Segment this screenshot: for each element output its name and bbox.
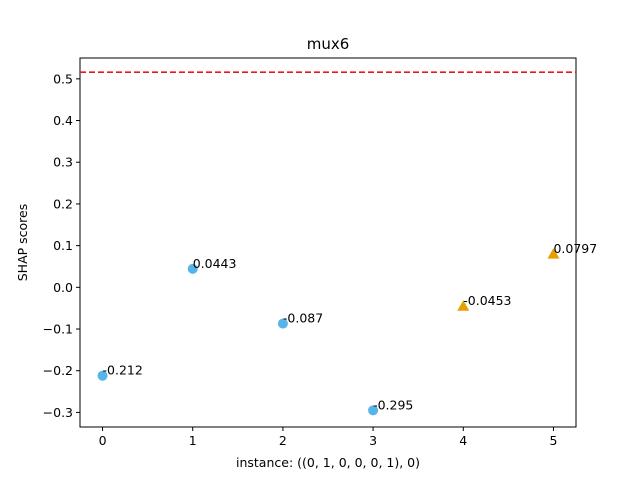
y-tick-label: 0.1 [53,238,73,253]
data-point-label: -0.087 [283,311,323,326]
y-tick-label: −0.2 [43,363,73,378]
plot-area-frame [79,57,577,428]
y-tick-label: 0.4 [53,113,73,128]
data-point-triangle [547,248,560,259]
x-axis-title: instance: ((0, 1, 0, 0, 0, 1), 0) [236,455,420,470]
data-point-label: -0.212 [103,363,143,378]
data-point-label: -0.295 [373,397,413,412]
data-point-label: -0.0453 [463,293,511,308]
y-tick-label: −0.1 [43,322,73,337]
y-tick-label: 0.0 [53,280,73,295]
x-tick-label: 2 [279,433,287,448]
x-axis-ticks: 0 1 2 3 4 5 [99,427,557,448]
data-point-circle [277,318,288,329]
y-tick-label: 0.3 [53,155,73,170]
y-axis-ticks: −0.3 −0.2 −0.1 0.0 0.1 0.2 0.3 0.4 0.5 [43,71,80,420]
y-tick-label: 0.2 [53,196,73,211]
data-point-label: 0.0797 [553,241,597,256]
data-point-triangle [457,300,470,311]
x-tick-label: 0 [99,433,107,448]
data-points: -0.212 0.0443 -0.087 -0.295 -0.0453 0.0797 [97,241,597,416]
x-tick-label: 3 [369,433,377,448]
y-tick-label: −0.3 [43,405,73,420]
data-point-label: 0.0443 [193,256,237,271]
x-tick-label: 1 [189,433,197,448]
chart-title: mux6 [307,35,350,53]
data-point-circle [187,263,198,274]
x-tick-label: 4 [459,433,467,448]
x-tick-label: 5 [549,433,557,448]
y-tick-label: 0.5 [53,71,73,86]
y-axis-title: SHAP scores [15,204,30,282]
data-point-circle [368,405,379,416]
data-point-circle [97,370,108,381]
